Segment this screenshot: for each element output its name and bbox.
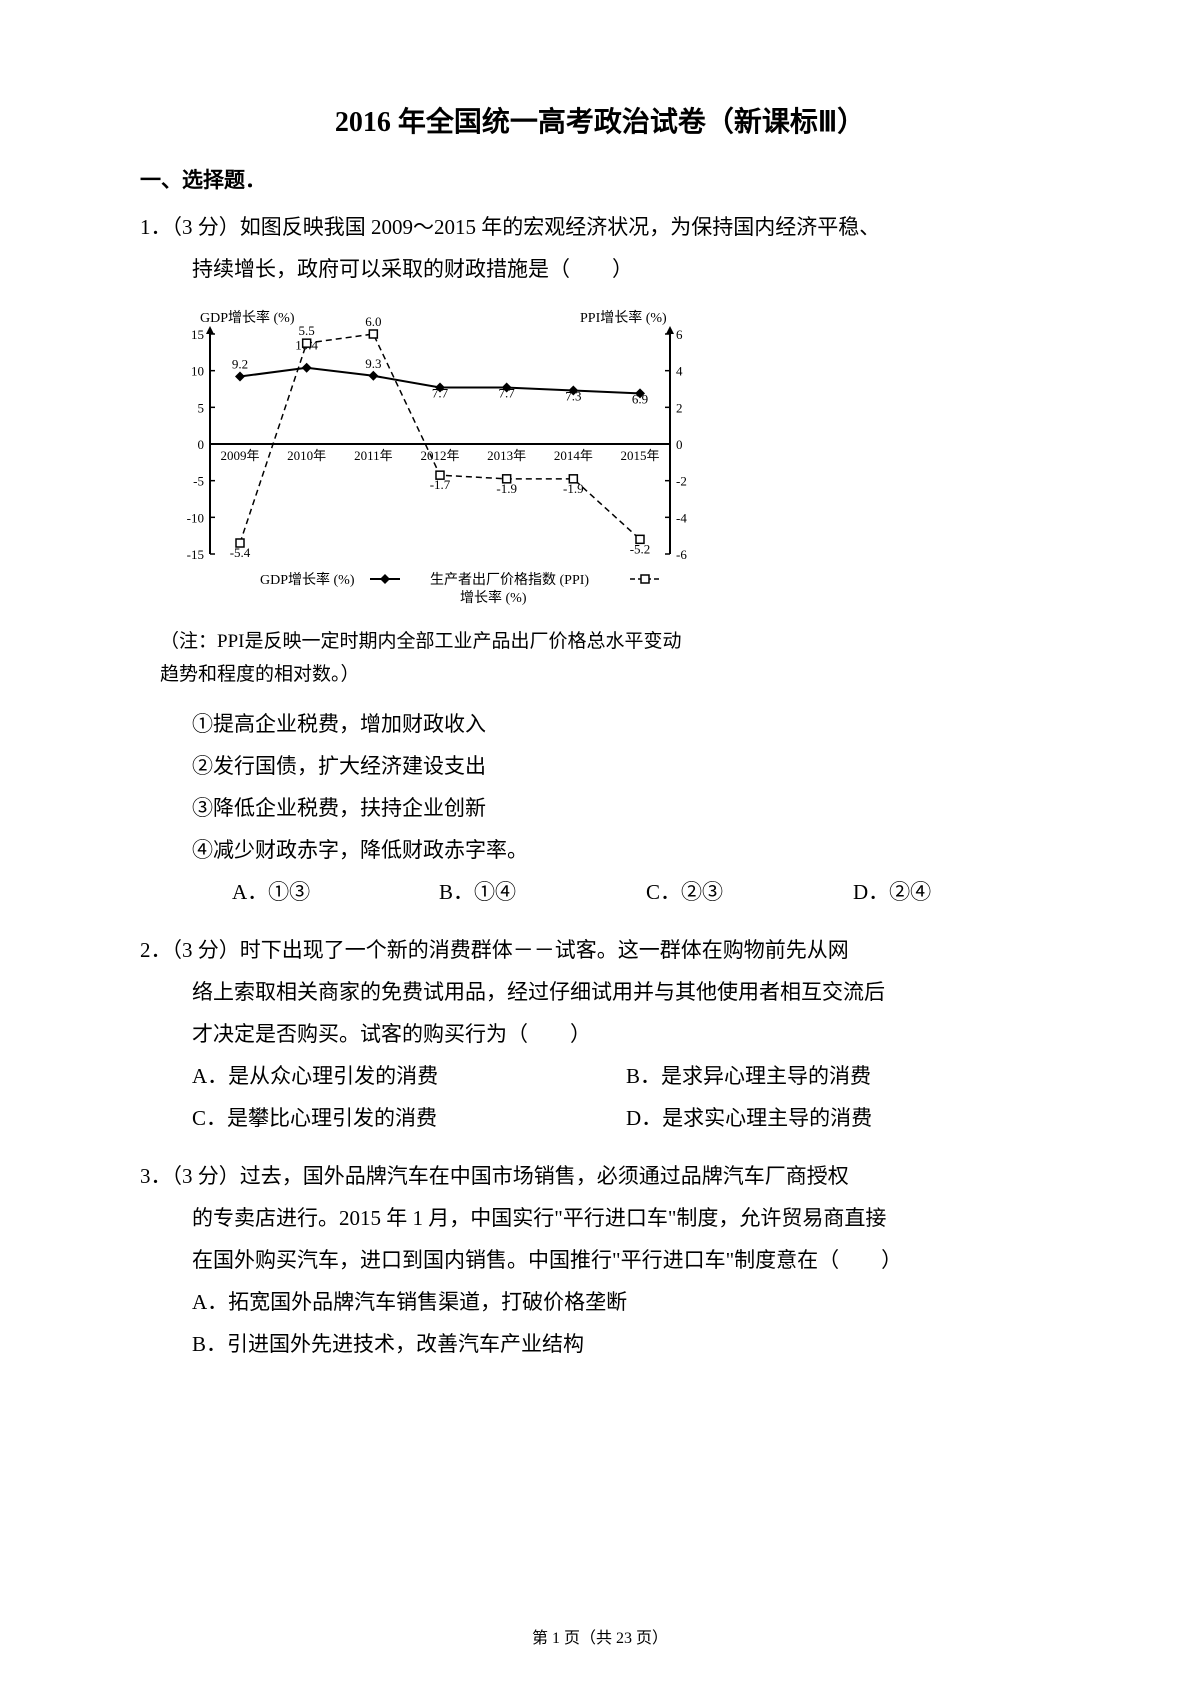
- q2-line1: 2．（3 分）时下出现了一个新的消费群体－－试客。这一群体在购物前先从网: [140, 929, 1060, 971]
- svg-text:4: 4: [676, 364, 683, 379]
- q2-answers-row2: C．是攀比心理引发的消费 D．是求实心理主导的消费: [140, 1097, 1060, 1139]
- svg-text:2014年: 2014年: [554, 448, 593, 463]
- svg-text:0: 0: [198, 437, 205, 452]
- svg-text:0: 0: [676, 437, 683, 452]
- svg-text:7.7: 7.7: [499, 386, 516, 401]
- svg-text:9.3: 9.3: [365, 356, 381, 371]
- svg-text:6.9: 6.9: [632, 391, 648, 406]
- svg-text:-1.9: -1.9: [496, 481, 517, 496]
- svg-text:-2: -2: [676, 474, 687, 489]
- svg-text:7.7: 7.7: [432, 386, 449, 401]
- svg-text:2010年: 2010年: [287, 448, 326, 463]
- q1-answer-d: D．②④: [853, 871, 1060, 913]
- svg-text:增长率 (%): 增长率 (%): [460, 589, 527, 606]
- svg-text:-5.4: -5.4: [230, 545, 251, 560]
- chart-note-line2: 趋势和程度的相对数。）: [160, 661, 1060, 690]
- q2-answer-d: D．是求实心理主导的消费: [626, 1097, 1060, 1139]
- svg-text:5: 5: [198, 400, 205, 415]
- svg-text:2009年: 2009年: [220, 448, 259, 463]
- svg-text:2: 2: [676, 400, 683, 415]
- q1-option4: ④减少财政赤字，降低财政赤字率。: [140, 829, 1060, 871]
- q2-line2: 络上索取相关商家的免费试用品，经过仔细试用并与其他使用者相互交流后: [140, 971, 1060, 1013]
- q2-answer-a: A．是从众心理引发的消费: [192, 1055, 626, 1097]
- svg-text:6.0: 6.0: [365, 314, 381, 329]
- q1-answer-c: C．②③: [646, 871, 853, 913]
- q1-option3: ③降低企业税费，扶持企业创新: [140, 787, 1060, 829]
- svg-text:9.2: 9.2: [232, 357, 248, 372]
- svg-text:-5.2: -5.2: [630, 541, 651, 556]
- svg-text:-1.9: -1.9: [563, 481, 584, 496]
- svg-text:GDP增长率 (%): GDP增长率 (%): [260, 571, 355, 588]
- q1-line1: 1．（3 分）如图反映我国 2009～2015 年的宏观经济状况，为保持国内经济…: [140, 206, 1060, 248]
- page-footer: 第 1 页（共 23 页）: [0, 1624, 1200, 1648]
- q3-line1: 3．（3 分）过去，国外品牌汽车在中国市场销售，必须通过品牌汽车厂商授权: [140, 1155, 1060, 1197]
- q3-answer-a: A．拓宽国外品牌汽车销售渠道，打破价格垄断: [140, 1281, 1060, 1323]
- chart-note-line1: （注：PPI是反映一定时期内全部工业产品出厂价格总水平变动: [160, 628, 1060, 657]
- svg-text:-15: -15: [187, 547, 204, 562]
- q1-option1: ①提高企业税费，增加财政收入: [140, 703, 1060, 745]
- q1-option2: ②发行国债，扩大经济建设支出: [140, 745, 1060, 787]
- q3-line2: 的专卖店进行。2015 年 1 月，中国实行"平行进口车"制度，允许贸易商直接: [140, 1197, 1060, 1239]
- q3-line3: 在国外购买汽车，进口到国内销售。中国推行"平行进口车"制度意在（ ）: [140, 1239, 1060, 1281]
- question-3: 3．（3 分）过去，国外品牌汽车在中国市场销售，必须通过品牌汽车厂商授权 的专卖…: [140, 1155, 1060, 1365]
- page-title: 2016 年全国统一高考政治试卷（新课标Ⅲ）: [140, 100, 1060, 140]
- svg-text:生产者出厂价格指数 (PPI): 生产者出厂价格指数 (PPI): [430, 572, 589, 588]
- svg-text:10: 10: [191, 364, 204, 379]
- svg-text:2013年: 2013年: [487, 448, 526, 463]
- svg-text:2015年: 2015年: [620, 448, 659, 463]
- svg-text:-5: -5: [193, 474, 204, 489]
- q2-answers-row1: A．是从众心理引发的消费 B．是求异心理主导的消费: [140, 1055, 1060, 1097]
- svg-text:-1.7: -1.7: [430, 477, 451, 492]
- svg-text:2011年: 2011年: [354, 448, 393, 463]
- svg-text:-10: -10: [187, 510, 204, 525]
- q2-answer-c: C．是攀比心理引发的消费: [192, 1097, 626, 1139]
- question-2: 2．（3 分）时下出现了一个新的消费群体－－试客。这一群体在购物前先从网 络上索…: [140, 929, 1060, 1139]
- svg-text:GDP增长率 (%): GDP增长率 (%): [200, 309, 295, 326]
- q3-answer-b: B．引进国外先进技术，改善汽车产业结构: [140, 1323, 1060, 1365]
- svg-text:7.3: 7.3: [565, 388, 581, 403]
- svg-text:5.5: 5.5: [299, 323, 315, 338]
- chart-container: GDP增长率 (%) PPI增长率 (%) 15 10 5 0 -5 -10 -15 6 4 2 0 -2…: [160, 304, 1060, 689]
- svg-text:-4: -4: [676, 510, 687, 525]
- section-header: 一、选择题．: [140, 164, 1060, 194]
- svg-text:-6: -6: [676, 547, 687, 562]
- q1-answers: A．①③ B．①④ C．②③ D．②④: [140, 871, 1060, 913]
- svg-text:15: 15: [191, 327, 204, 342]
- q1-answer-b: B．①④: [439, 871, 646, 913]
- economic-chart: GDP增长率 (%) PPI增长率 (%) 15 10 5 0 -5 -10 -15 6 4 2 0 -2…: [160, 304, 720, 624]
- q2-answer-b: B．是求异心理主导的消费: [626, 1055, 1060, 1097]
- question-1: 1．（3 分）如图反映我国 2009～2015 年的宏观经济状况，为保持国内经济…: [140, 206, 1060, 913]
- svg-text:PPI增长率 (%): PPI增长率 (%): [580, 309, 667, 326]
- q1-line2: 持续增长，政府可以采取的财政措施是（ ）: [140, 248, 1060, 290]
- q1-answer-a: A．①③: [232, 871, 439, 913]
- svg-text:2012年: 2012年: [420, 448, 459, 463]
- q2-line3: 才决定是否购买。试客的购买行为（ ）: [140, 1013, 1060, 1055]
- svg-text:6: 6: [676, 327, 683, 342]
